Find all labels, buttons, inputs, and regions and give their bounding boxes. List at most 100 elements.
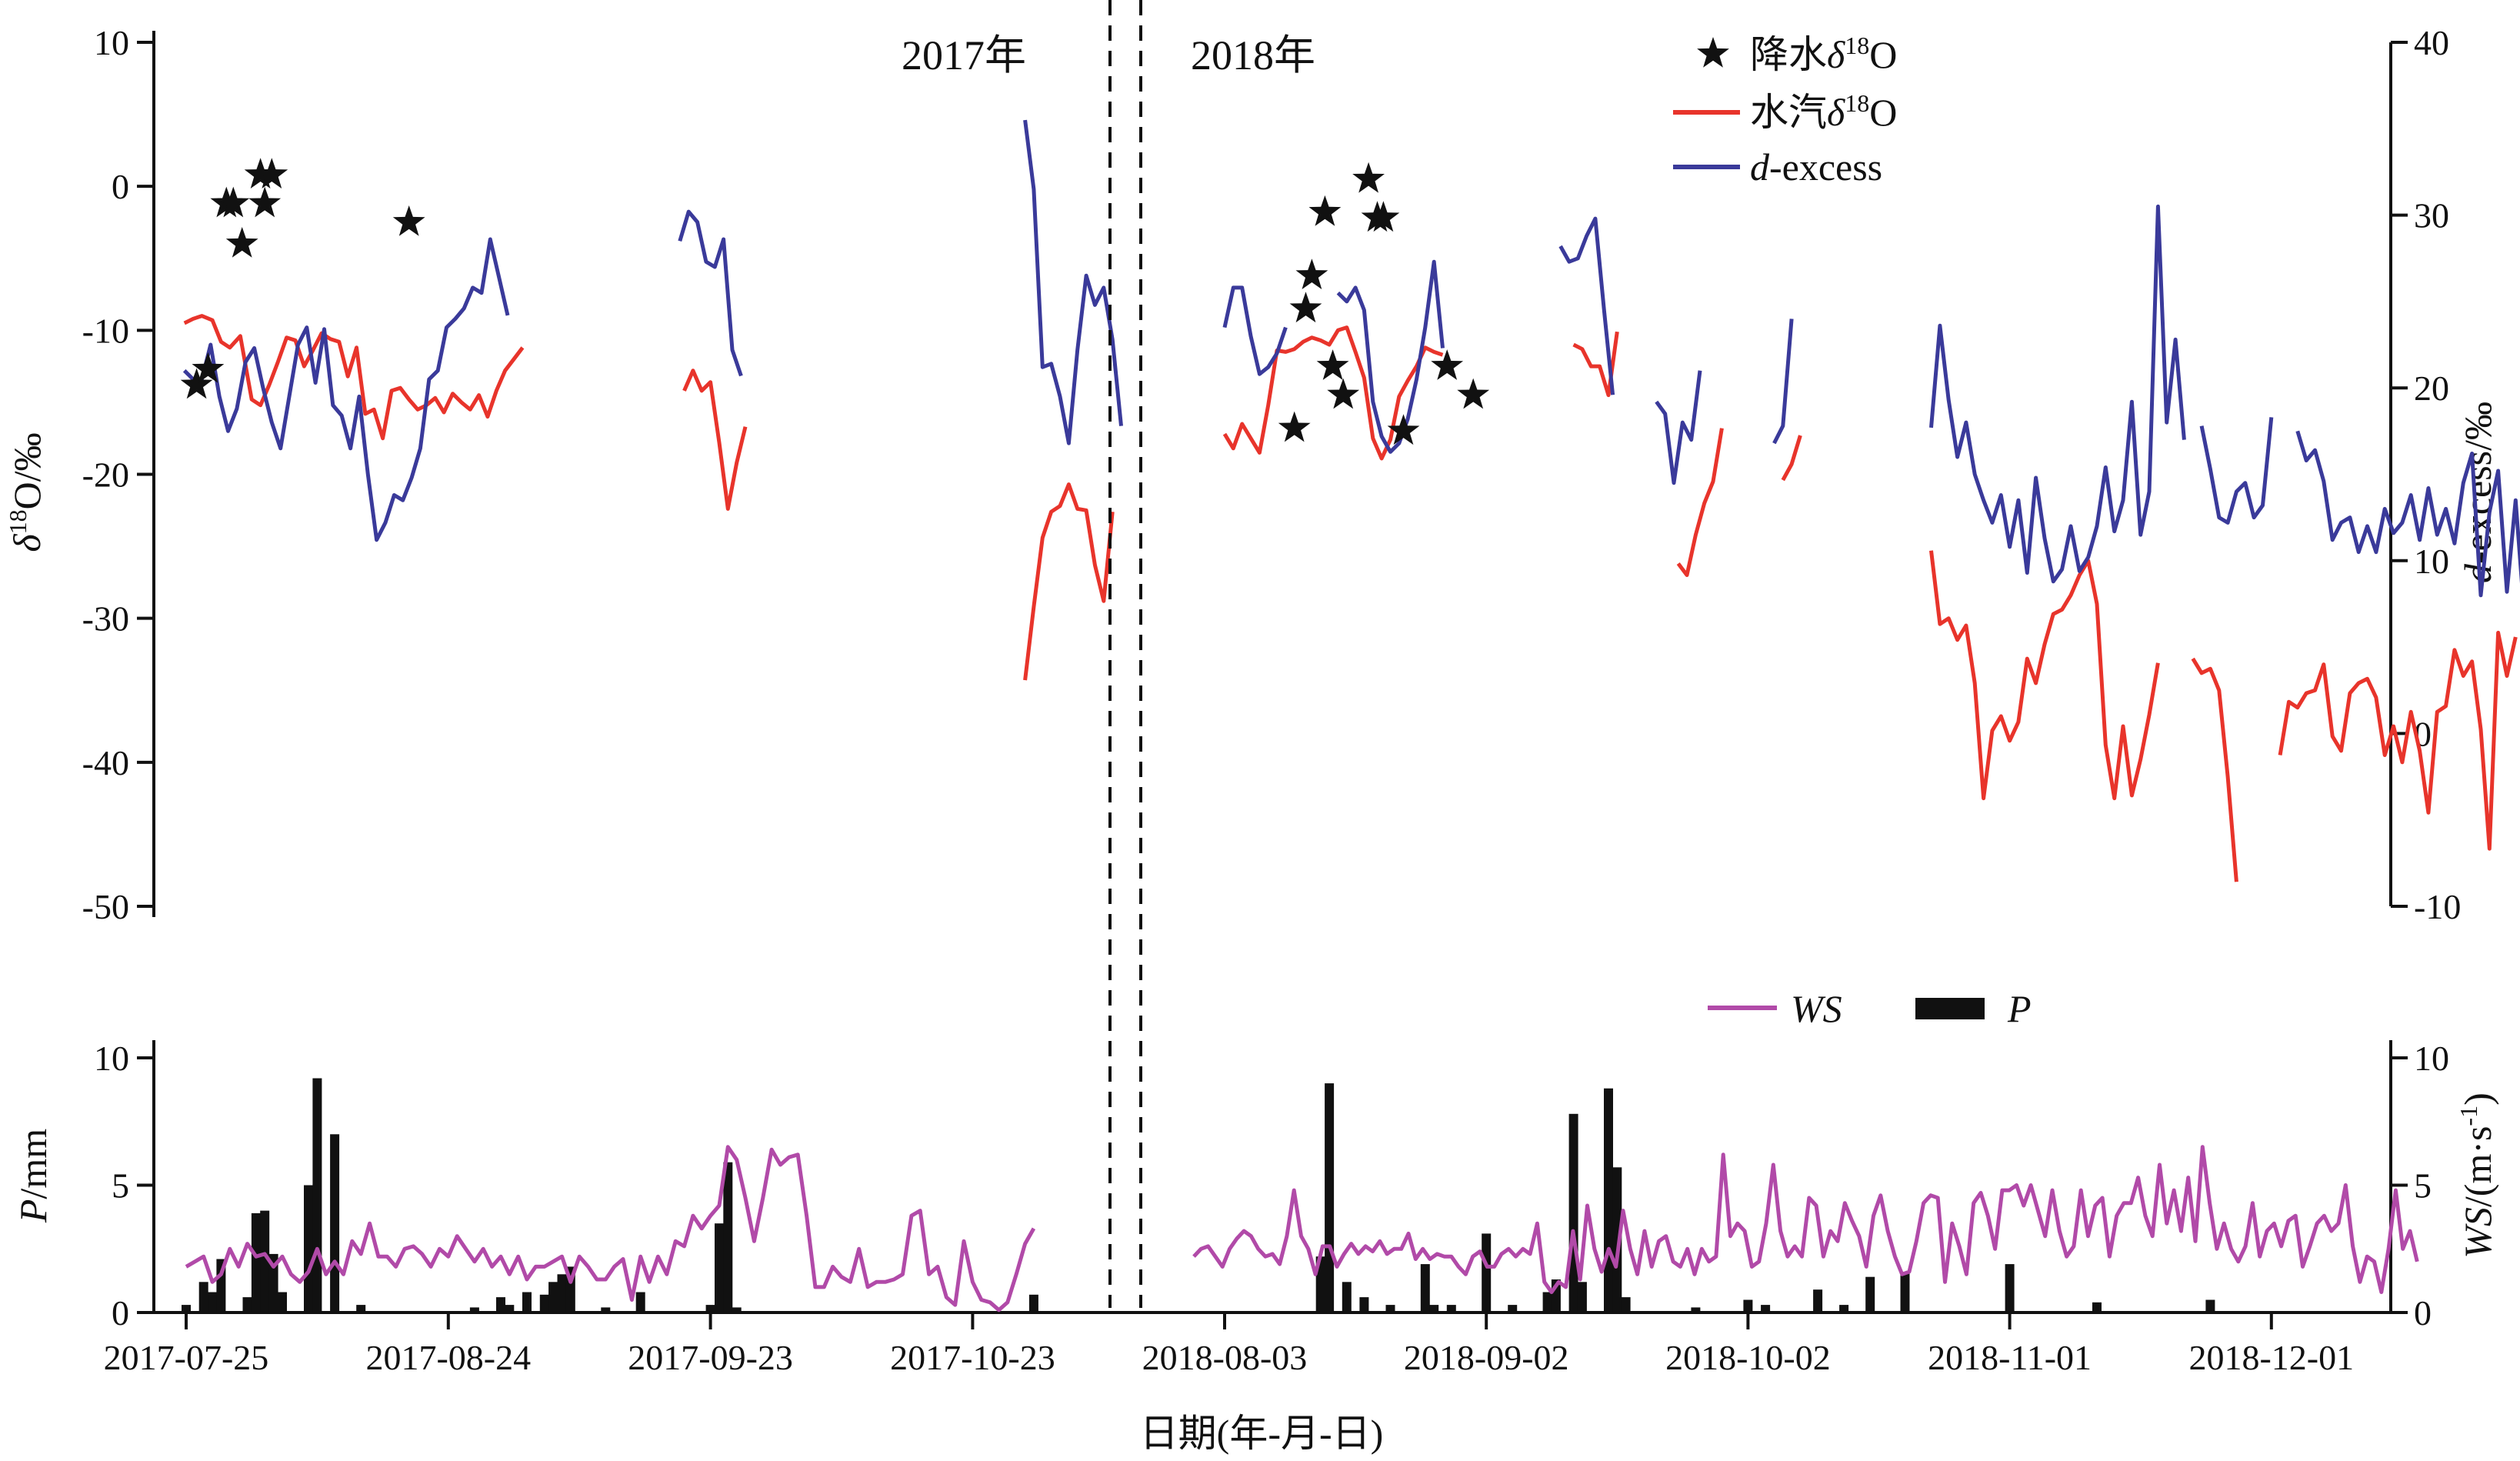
bottom-right-axis-title: WS/(m·s-1) (2455, 1092, 2499, 1259)
x-tick-label: 2018-09-02 (1404, 1338, 1569, 1377)
x-tick-label: 2018-11-01 (1928, 1338, 2092, 1377)
precip-d18o-point (1387, 414, 1420, 445)
bottom-panel: 10 5 0 10 5 0 2017-07-25 2017-08-24 2017-09-23… (12, 987, 2499, 1455)
precip-bar (1865, 1276, 1875, 1313)
x-tick-label: 2017-10-23 (890, 1338, 1055, 1377)
x-tick-label: 2018-08-03 (1142, 1338, 1308, 1377)
precip-bar (1429, 1305, 1439, 1313)
x-tick-label: 2018-10-02 (1665, 1338, 1831, 1377)
bottom-left-tick-label: 5 (112, 1166, 129, 1206)
x-ticks: 2017-07-25 2017-08-24 2017-09-23 2017-10-23… (104, 1313, 2354, 1377)
bottom-right-tick-label: 10 (2414, 1039, 2449, 1078)
precip-bar (1446, 1305, 1456, 1313)
precip-bar (1420, 1264, 1430, 1313)
precip-d18o-point (248, 186, 282, 218)
top-legend: 降水δ18O 水汽δ18O d-excess (1673, 32, 1897, 188)
precip-bar (505, 1305, 515, 1313)
top-right-tick-label: -10 (2414, 887, 2461, 926)
top-right-tick-label: 20 (2414, 369, 2449, 408)
bottom-bars (182, 1078, 2215, 1313)
top-right-tick-label: 40 (2414, 23, 2449, 62)
precip-bar (208, 1292, 218, 1313)
x-tick-label: 2017-08-24 (365, 1338, 531, 1377)
x-axis-title: 日期(年-月-日) (1140, 1412, 1384, 1455)
precip-bar (198, 1282, 208, 1313)
dexcess-line (1336, 259, 1445, 454)
precip-d18o-point (1431, 349, 1464, 380)
legend-dexcess-label: d-excess (1750, 145, 1882, 188)
ws-line (1192, 1145, 2419, 1294)
precip-bar (268, 1253, 278, 1313)
precip-bar (1568, 1113, 1578, 1313)
top-series (182, 119, 2520, 882)
bottom-right-ticks: 10 5 0 (2391, 1039, 2449, 1333)
bottom-left-tick-label: 10 (94, 1039, 129, 1078)
precip-bar (1761, 1305, 1771, 1313)
year-label-2018: 2018年 (1191, 32, 1315, 78)
legend-star-icon (1697, 37, 1729, 68)
precip-bar (1482, 1233, 1492, 1313)
dexcess-line (1772, 319, 1794, 445)
vapor-d18o-line (682, 369, 748, 511)
year-label-2017: 2017年 (902, 32, 1026, 78)
top-left-tick-label: -10 (82, 311, 129, 350)
precip-d18o-point (217, 186, 250, 218)
precip-bar (312, 1078, 322, 1313)
precip-d18o-point (225, 227, 258, 258)
dexcess-line (1655, 370, 1702, 485)
precip-d18o-point (255, 158, 288, 188)
precip-bar (715, 1223, 724, 1313)
precip-bar (539, 1294, 549, 1313)
x-tick-label: 2017-07-25 (104, 1338, 269, 1377)
vapor-d18o-line (1676, 428, 1724, 577)
precip-bar (1621, 1297, 1631, 1313)
precip-d18o-point (1308, 195, 1342, 226)
top-left-tick-label: -40 (82, 743, 129, 782)
precip-bar (1612, 1167, 1622, 1313)
top-left-tick-label: 10 (94, 23, 129, 62)
precip-bar (635, 1292, 645, 1313)
vapor-d18o-line (2191, 657, 2238, 882)
bottom-left-tick-label: 0 (112, 1293, 129, 1333)
bottom-right-tick-label: 5 (2414, 1166, 2432, 1206)
precip-d18o-point (192, 352, 225, 383)
dexcess-line (1558, 216, 1615, 395)
precip-bar (1691, 1307, 1701, 1313)
precip-bar (251, 1212, 261, 1313)
bottom-left-ticks: 10 5 0 (94, 1039, 154, 1333)
precip-bar (601, 1307, 611, 1313)
precip-bar (496, 1297, 505, 1313)
vapor-d18o-line (1781, 435, 1802, 482)
precip-bar (278, 1292, 287, 1313)
precip-bar (1604, 1088, 1613, 1313)
top-left-tick-label: -30 (82, 599, 129, 639)
precip-bar (2005, 1264, 2015, 1313)
dexcess-line (2295, 430, 2520, 598)
vapor-d18o-line (1222, 325, 1444, 461)
precip-d18o-point (1316, 349, 1349, 380)
ws-line (185, 1145, 1036, 1313)
precip-bar (1325, 1083, 1335, 1313)
precip-bar (260, 1210, 270, 1313)
vapor-d18o-line (1023, 482, 1115, 681)
top-left-tick-label: -50 (82, 887, 129, 926)
precip-d18o-point (1289, 292, 1322, 323)
precip-bar (1508, 1305, 1518, 1313)
dexcess-line (1929, 204, 2186, 584)
precip-d18o-point (1352, 162, 1385, 193)
precip-bar (304, 1185, 313, 1313)
precip-bar (1385, 1305, 1395, 1313)
precip-bar (522, 1292, 532, 1313)
precip-bar (1542, 1292, 1552, 1313)
vapor-d18o-line (1929, 550, 2160, 801)
precip-bar (1900, 1272, 1910, 1313)
precip-d18o-point (1295, 259, 1328, 289)
bottom-series (185, 1145, 2419, 1313)
top-left-tick-label: 0 (112, 167, 129, 206)
legend-p-swatch (1915, 998, 1985, 1019)
vapor-d18o-line (183, 314, 525, 441)
x-tick-label: 2017-09-23 (628, 1338, 793, 1377)
precip-bar (1028, 1294, 1038, 1313)
